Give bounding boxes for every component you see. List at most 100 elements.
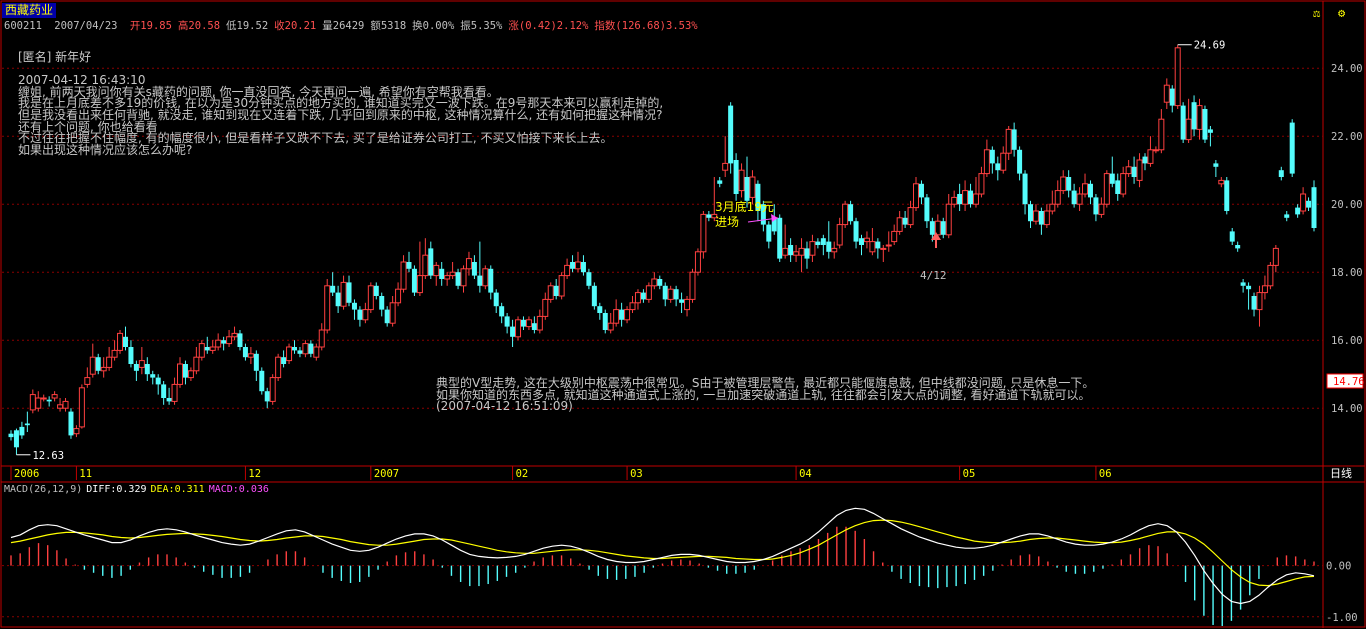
candle-body-up: [275, 356, 282, 379]
candle-body-down: [875, 241, 881, 249]
quote-field: 换0.00%: [412, 20, 455, 32]
candle-body-down: [918, 183, 924, 198]
candle-body-down: [804, 248, 810, 259]
candle-body-down: [1224, 180, 1230, 211]
candle-body-down: [1240, 282, 1246, 286]
quote-date: 2007/04/23: [54, 20, 118, 32]
candle-body-down: [815, 241, 821, 245]
candle-body-up: [117, 332, 124, 351]
candle-body-down: [204, 347, 210, 351]
stock-code: 600211: [4, 20, 42, 32]
candle-body-up: [1272, 247, 1279, 266]
candle-body-down: [13, 430, 19, 448]
candle-body-up: [1218, 179, 1225, 185]
candle-body-down: [166, 398, 172, 402]
candle-body-up: [482, 268, 489, 287]
reply-text: 典型的V型走势, 这在大级别中枢震荡中很常见。S由于被管理层警告, 最近都只能偃…: [436, 376, 1095, 414]
macd-legend: MACD(26,12,9) DIFF:0.329 DEA:0.311 MACD:0.0…: [4, 484, 273, 496]
candle-body-up: [111, 349, 118, 358]
settings-icon[interactable]: ⚙: [1338, 6, 1346, 20]
candle-body-up: [171, 383, 178, 402]
candle-body-down: [1246, 285, 1252, 290]
candle-body-up: [863, 237, 870, 243]
candle-body-down: [657, 279, 663, 286]
candle-body-down: [673, 289, 679, 300]
candle-body-up: [1152, 149, 1159, 152]
quote-field: 量26429: [322, 20, 365, 32]
candle-body-up: [613, 309, 620, 324]
candle-body-down: [706, 214, 712, 218]
candle-body-down: [520, 319, 526, 327]
candle-body-up: [634, 292, 641, 304]
candle-body-up: [689, 271, 696, 300]
candle-body-up: [187, 370, 194, 379]
candle-body-up: [324, 285, 331, 331]
candle-body-up: [684, 298, 691, 311]
quote-field: 低19.52: [226, 20, 269, 32]
candle-body-down: [46, 399, 52, 402]
candle-body-up: [515, 319, 522, 338]
candle-body-up: [400, 261, 407, 290]
candle-body-down: [242, 347, 248, 358]
price-tick-label: 24.00: [1331, 63, 1363, 75]
candle-body-down: [728, 105, 734, 164]
candle-body-up: [1103, 173, 1110, 205]
candle-body-up: [542, 298, 549, 317]
candle-body-down: [406, 262, 412, 269]
candle-body-down: [902, 217, 908, 225]
macd-legend-item: DEA:0.311: [150, 484, 205, 495]
candle-body-up: [1158, 118, 1165, 151]
candle-body-down: [264, 391, 270, 402]
candle-body-down: [128, 347, 134, 364]
candle-body-up: [869, 241, 876, 253]
date-tick-label: 02: [516, 468, 529, 480]
candle-body-down: [122, 336, 128, 347]
candle-body-up: [793, 251, 800, 256]
candle-body-down: [995, 163, 1001, 171]
candle-body-up: [1076, 193, 1083, 205]
candle-body-down: [826, 241, 832, 252]
candle-body-up: [1000, 152, 1007, 171]
candle-body-up: [782, 247, 789, 256]
candle-body-up: [831, 247, 838, 253]
candle-body-down: [1066, 177, 1072, 191]
candle-body-down: [820, 238, 826, 245]
candle-body-up: [945, 203, 952, 236]
candle-body-down: [733, 160, 739, 194]
candle-body-down: [384, 309, 390, 324]
candle-body-up: [558, 275, 565, 297]
candle-body-down: [499, 306, 505, 317]
candle-body-up: [738, 169, 745, 192]
candle-body-up: [842, 203, 849, 226]
candle-body-down: [291, 347, 297, 351]
candle-body-up: [1185, 118, 1192, 141]
candle-body-down: [717, 180, 723, 184]
candle-body-down: [1038, 211, 1044, 225]
candle-body-down: [1131, 166, 1137, 177]
candle-body-down: [1278, 170, 1284, 177]
candle-body-down: [510, 326, 516, 337]
candle-body-down: [586, 272, 592, 286]
candle-body-down: [679, 299, 685, 303]
candle-body-down: [1235, 245, 1241, 249]
candle-body-down: [1251, 296, 1257, 310]
candle-body-up: [449, 271, 456, 277]
candle-body-down: [330, 285, 336, 293]
candle-body-down: [1071, 190, 1077, 205]
candle-body-up: [983, 149, 990, 175]
candle-body-down: [924, 197, 930, 222]
candle-body-up: [1174, 47, 1181, 107]
candle-body-up: [209, 346, 216, 351]
low-label: 12.63: [32, 450, 64, 462]
trade-icon[interactable]: ⚖: [1313, 6, 1321, 20]
candle-body-up: [416, 275, 423, 294]
candle-body-up: [1125, 166, 1132, 175]
candle-body-down: [259, 370, 265, 392]
date-marker-arrow: [931, 232, 941, 248]
candle-body-up: [193, 356, 200, 372]
candle-body-down: [848, 204, 854, 222]
candle-body-up: [1120, 173, 1127, 195]
candle-body-down: [853, 221, 859, 242]
candle-body-up: [302, 343, 309, 355]
